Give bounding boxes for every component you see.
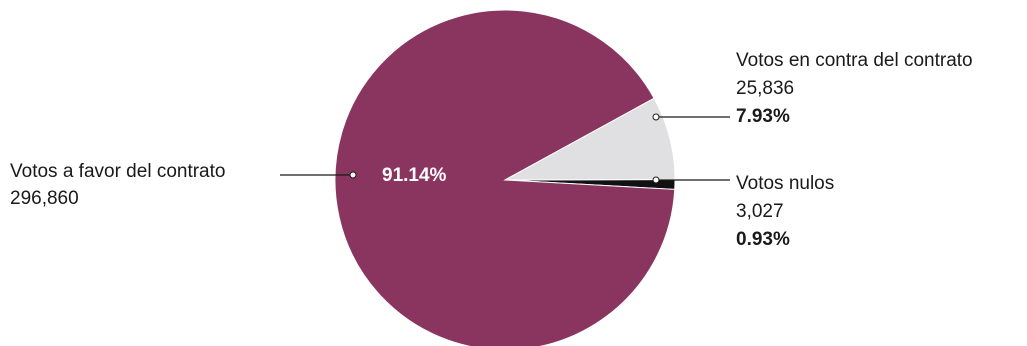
slice-label-contra: Votos en contra del contrato	[736, 50, 973, 71]
slice-label-nulos: Votos nulos	[736, 173, 834, 194]
slice-value-nulos: 3,027	[736, 201, 784, 222]
slice-percent-favor: 91.14%	[382, 165, 447, 186]
pie-slices	[334, 9, 676, 346]
leader-dot-favor	[349, 171, 357, 179]
leader-dot-contra	[652, 113, 660, 121]
leader-dot-nulos	[652, 176, 660, 184]
slice-value-favor: 296,860	[10, 188, 79, 209]
slice-percent-contra: 7.93%	[736, 106, 790, 127]
slice-value-contra: 25,836	[736, 78, 794, 99]
slice-percent-nulos: 0.93%	[736, 229, 790, 250]
slice-label-favor: Votos a favor del contrato	[10, 161, 225, 182]
pie-slice-favor	[334, 9, 676, 346]
